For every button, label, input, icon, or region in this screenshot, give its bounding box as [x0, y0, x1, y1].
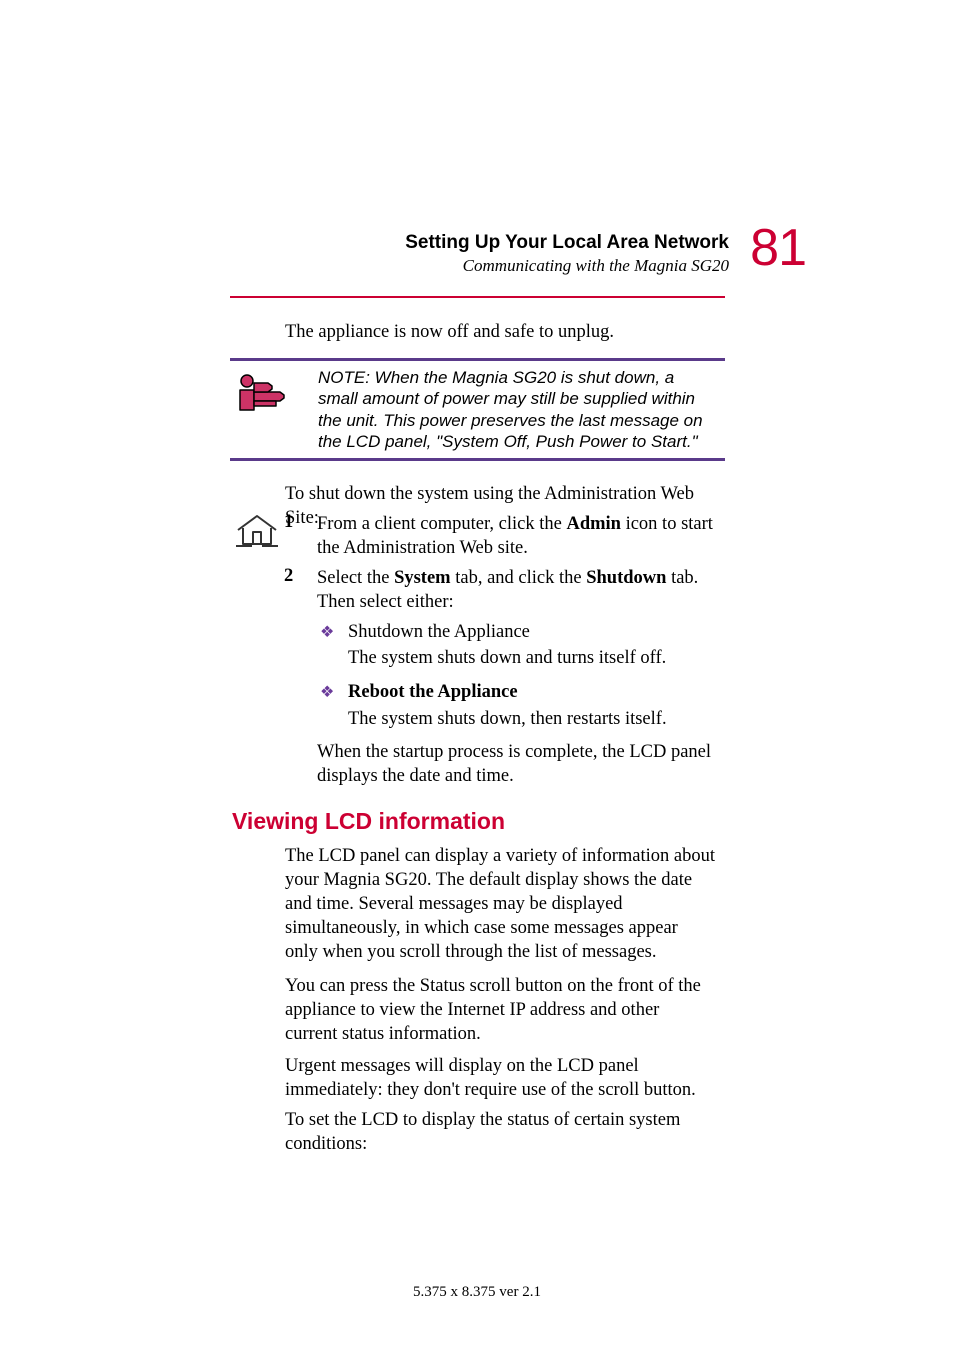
step-text: From a client computer, click the Admin …: [317, 512, 716, 560]
page-number: 81: [750, 218, 806, 278]
lcd-para-1: The LCD panel can display a variety of i…: [285, 844, 715, 964]
startup-paragraph: When the startup process is complete, th…: [317, 740, 717, 788]
running-header: Setting Up Your Local Area Network Commu…: [229, 232, 729, 276]
chapter-title: Setting Up Your Local Area Network: [405, 232, 729, 254]
bullet-shutdown-sub: The system shuts down and turns itself o…: [348, 646, 718, 670]
step-number: 2: [284, 566, 293, 587]
pointing-hand-icon: [234, 370, 290, 419]
document-page: Setting Up Your Local Area Network Commu…: [0, 0, 954, 1351]
bullet-label: Reboot the Appliance: [348, 680, 716, 704]
bullet-icon: ❖: [320, 682, 334, 702]
lcd-para-3: Urgent messages will display on the LCD …: [285, 1054, 715, 1102]
note-text: NOTE: When the Magnia SG20 is shut down,…: [318, 367, 706, 452]
note-rule-top: [230, 358, 725, 361]
section-heading: Viewing LCD information: [232, 808, 505, 835]
step-2: 2 Select the System tab, and click the S…: [286, 566, 716, 614]
admin-house-icon: [234, 512, 280, 553]
note-rule-bottom: [230, 458, 725, 461]
bullet-shutdown: ❖ Shutdown the Appliance: [320, 620, 716, 644]
step-number: 1: [284, 512, 293, 533]
step-1: 1 From a client computer, click the Admi…: [286, 512, 716, 560]
section-subtitle: Communicating with the Magnia SG20: [229, 256, 729, 276]
bullet-reboot: ❖ Reboot the Appliance: [320, 680, 716, 704]
lcd-para-4: To set the LCD to display the status of …: [285, 1108, 715, 1156]
header-rule: [230, 296, 725, 298]
footer-text: 5.375 x 8.375 ver 2.1: [0, 1284, 954, 1301]
bullet-reboot-sub: The system shuts down, then restarts its…: [348, 707, 718, 731]
intro-paragraph: The appliance is now off and safe to unp…: [285, 320, 705, 344]
step-text: Select the System tab, and click the Shu…: [317, 566, 716, 614]
bullet-label: Shutdown the Appliance: [348, 620, 716, 644]
bullet-icon: ❖: [320, 622, 334, 642]
lcd-para-2: You can press the Status scroll button o…: [285, 974, 715, 1046]
